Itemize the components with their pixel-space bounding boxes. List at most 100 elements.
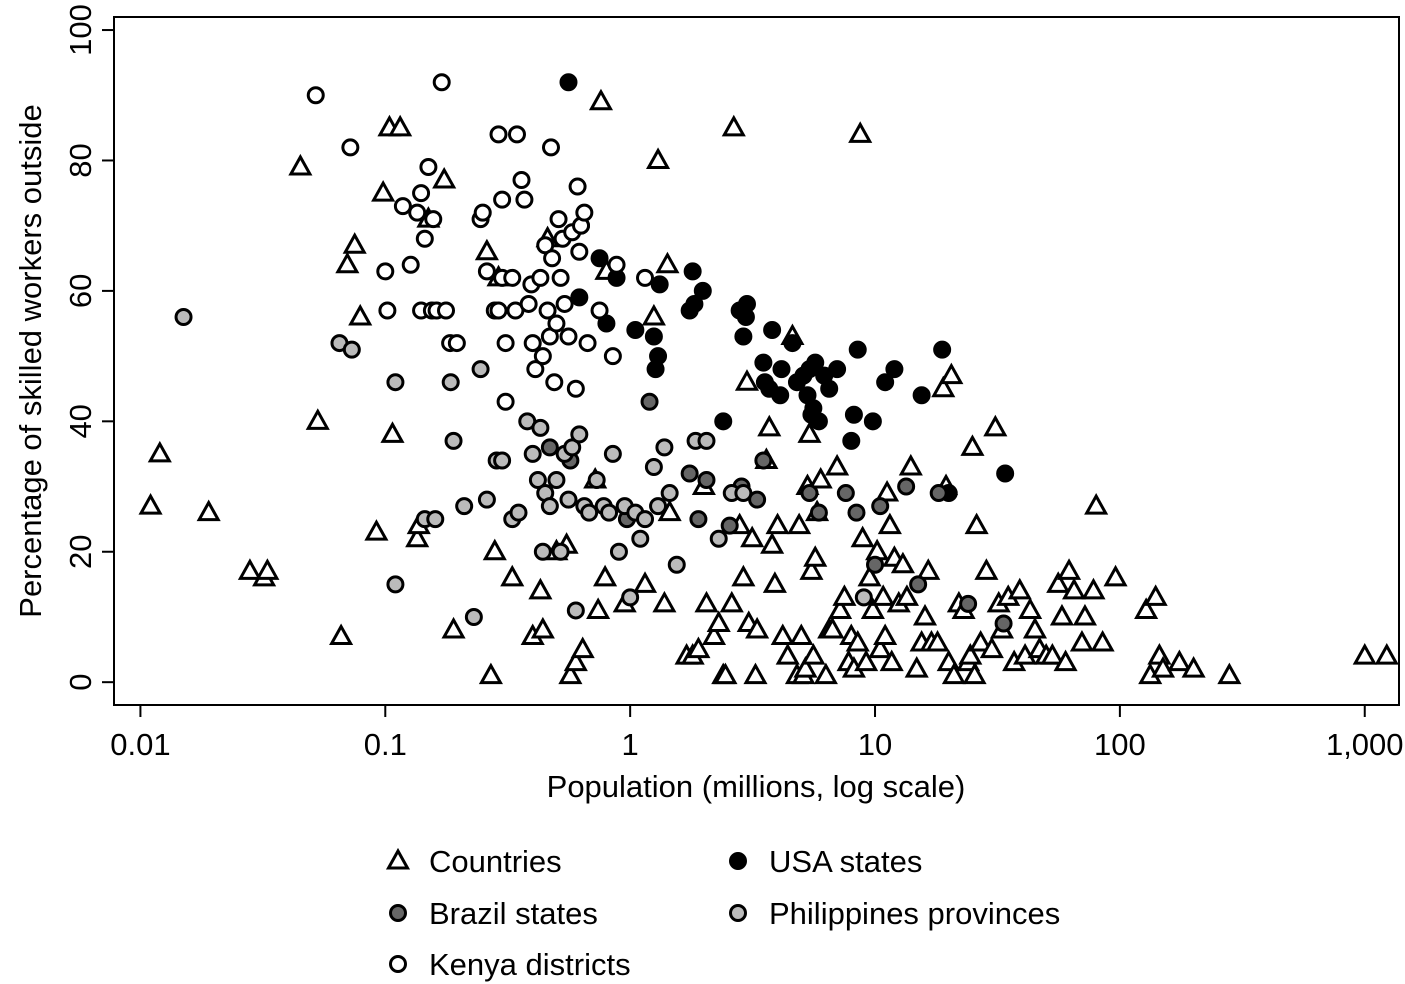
data-point-circle: [578, 334, 597, 353]
data-point-triangle: [979, 636, 1004, 659]
data-point-triangle: [1007, 577, 1032, 600]
legend-label: USA states: [769, 844, 922, 879]
data-point-circle: [432, 73, 451, 92]
data-point-triangle: [371, 180, 396, 202]
data-point-triangle: [860, 597, 885, 619]
data-point-circle: [737, 294, 756, 313]
data-point-triangle: [745, 616, 770, 639]
data-point-circle: [547, 314, 566, 333]
data-point-circle: [655, 438, 674, 457]
data-point-triangle: [713, 662, 738, 685]
data-point-triangle: [1053, 649, 1078, 672]
y-tick-label: 60: [63, 274, 98, 308]
data-point-triangle: [808, 466, 833, 489]
data-point-triangle: [1143, 584, 1168, 606]
x-axis-title: Population (millions, log scale): [547, 769, 966, 804]
data-point-triangle: [388, 114, 413, 137]
data-point-circle: [489, 125, 508, 144]
data-point-triangle: [335, 251, 360, 274]
data-point-circle: [847, 503, 866, 522]
data-point-circle: [590, 249, 609, 268]
data-point-circle: [515, 190, 534, 209]
data-point-triangle: [255, 558, 280, 580]
data-point-triangle: [832, 584, 857, 606]
data-point-triangle: [655, 251, 680, 274]
data-point-circle: [842, 431, 861, 450]
data-point-triangle: [820, 616, 845, 639]
data-point-circle: [660, 484, 679, 503]
data-point-triangle: [364, 519, 389, 541]
data-point-triangle: [1150, 656, 1176, 678]
data-point-triangle: [898, 453, 923, 476]
data-point-circle: [587, 471, 606, 490]
data-point-circle: [885, 360, 904, 379]
data-point-triangle: [1374, 643, 1399, 665]
data-point-triangle: [570, 636, 595, 659]
data-point-circle: [683, 262, 702, 281]
data-point-circle: [806, 353, 825, 372]
data-point-triangle: [871, 584, 896, 606]
data-point-circle: [531, 268, 550, 287]
data-point-circle: [680, 464, 699, 483]
data-point-triangle: [740, 525, 765, 548]
data-point-triangle: [964, 512, 989, 535]
data-point-triangle: [762, 571, 787, 593]
data-point-circle: [376, 262, 395, 281]
data-point-circle: [386, 373, 405, 392]
data-point-triangle: [857, 564, 882, 587]
data-point-circle: [828, 360, 847, 379]
data-point-triangle: [701, 623, 727, 646]
y-tick-label: 100: [63, 4, 98, 56]
data-point-circle: [820, 379, 839, 398]
data-point-triangle: [528, 577, 553, 600]
series-brazil-states: [540, 392, 1013, 633]
data-point-circle: [540, 497, 559, 516]
data-point-circle: [771, 386, 790, 405]
data-point-triangle: [288, 153, 313, 176]
data-point-circle: [876, 373, 895, 392]
data-point-circle: [772, 360, 791, 379]
data-point-circle: [748, 490, 767, 509]
data-point-circle: [444, 431, 463, 450]
data-point-triangle: [916, 558, 941, 580]
data-point-circle: [667, 555, 686, 574]
data-point-circle: [689, 510, 708, 529]
data-point-triangle: [894, 584, 919, 606]
data-point-triangle: [482, 538, 507, 561]
data-point-triangle: [904, 656, 929, 678]
data-point-triangle: [588, 88, 614, 111]
data-point-circle: [697, 431, 716, 450]
data-point-circle: [555, 294, 574, 313]
data-point-circle: [174, 307, 193, 326]
data-point-triangle: [877, 512, 902, 535]
legend-marker: [389, 904, 407, 922]
data-point-triangle: [1090, 629, 1115, 652]
data-point-triangle: [1147, 643, 1172, 665]
plot-area-frame: [113, 16, 1400, 706]
data-point-circle: [507, 125, 526, 144]
data-point-circle: [714, 412, 733, 431]
data-point-triangle: [1040, 643, 1065, 665]
data-point-circle: [575, 203, 594, 222]
data-point-circle: [644, 457, 663, 476]
data-point-circle: [437, 301, 456, 320]
data-point-circle: [526, 360, 545, 379]
data-point-circle: [493, 190, 512, 209]
y-tick-label: 80: [63, 143, 98, 177]
x-tick-label: 10: [858, 727, 892, 762]
data-point-triangle: [803, 545, 828, 567]
data-point-circle: [473, 203, 492, 222]
data-point-circle: [959, 594, 978, 613]
data-point-circle: [441, 373, 460, 392]
legend-marker: [389, 955, 407, 973]
data-point-triangle: [799, 558, 824, 580]
data-point-triangle: [743, 662, 768, 685]
data-point-triangle: [765, 512, 790, 535]
data-point-circle: [720, 516, 739, 535]
data-point-circle: [996, 464, 1015, 483]
data-point-circle: [528, 471, 547, 490]
x-tick-label: 0.1: [364, 727, 407, 762]
data-point-triangle: [348, 303, 373, 326]
legend-item: Kenya districts: [389, 947, 631, 982]
data-point-circle: [609, 542, 628, 561]
